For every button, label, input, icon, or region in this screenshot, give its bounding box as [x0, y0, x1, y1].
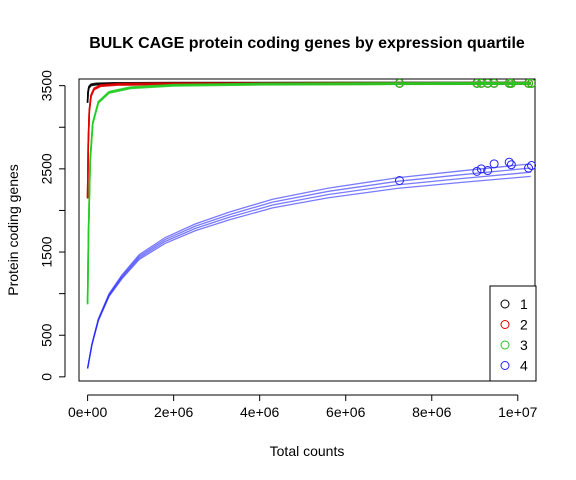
series-4-line [86, 175, 531, 369]
series-2-line [86, 83, 531, 199]
chart-title: BULK CAGE protein coding genes by expres… [89, 35, 525, 52]
y-tick-label: 500 [39, 323, 55, 347]
series-3-line [86, 81, 531, 303]
series-4-point [394, 175, 404, 185]
series-3-line [86, 83, 531, 305]
x-tick-label: 1e+07 [498, 404, 538, 420]
series-4-line [86, 163, 531, 369]
legend-label: 2 [520, 317, 528, 333]
legend-label: 3 [520, 337, 528, 353]
y-tick-label: 1500 [39, 236, 55, 267]
x-tick-label: 6e+06 [326, 404, 366, 420]
series-3-point [472, 78, 482, 88]
x-tick-label: 4e+06 [240, 404, 280, 420]
legend-marker-2 [500, 320, 510, 329]
plot-frame [78, 78, 536, 382]
series-4-point [476, 164, 486, 174]
y-tick-label: 0 [39, 373, 55, 381]
y-axis-label: Protein coding genes [5, 164, 21, 296]
y-tick-label: 2500 [39, 153, 55, 184]
legend-label: 1 [520, 296, 528, 312]
series-3-point [524, 78, 534, 88]
y-tick-label: 3500 [39, 70, 55, 101]
legend-box [489, 285, 537, 382]
series-4-point [527, 161, 537, 171]
series-2-line [86, 82, 531, 198]
series-3-point [504, 78, 514, 88]
x-tick-label: 2e+06 [154, 404, 194, 420]
x-tick-label: 0e+00 [68, 404, 108, 420]
series-4-point [489, 159, 499, 169]
series-3-point [476, 78, 486, 88]
legend-marker-4 [500, 361, 510, 370]
series-4-point [504, 157, 514, 167]
series-4-point [524, 163, 534, 173]
series-4-point [472, 166, 482, 176]
x-axis-label: Total counts [270, 443, 345, 459]
legend-marker-3 [500, 340, 510, 350]
x-tick-label: 8e+06 [412, 404, 452, 420]
series-3-point [527, 78, 537, 88]
series-3-line [86, 82, 531, 304]
legend-marker-1 [500, 299, 510, 309]
plot-area: 0e+00 2e+06 4e+06 6e+06 8e+06 1e+07 0 500 1500 25… [39, 70, 538, 420]
series-3-point [489, 78, 499, 88]
series-3-point [394, 78, 404, 88]
series-3-point [506, 78, 516, 88]
series-2-line [86, 81, 531, 198]
series-4-point [506, 160, 516, 170]
series-4-point [483, 166, 493, 176]
legend-label: 4 [520, 358, 528, 374]
series-3-point [483, 78, 493, 88]
